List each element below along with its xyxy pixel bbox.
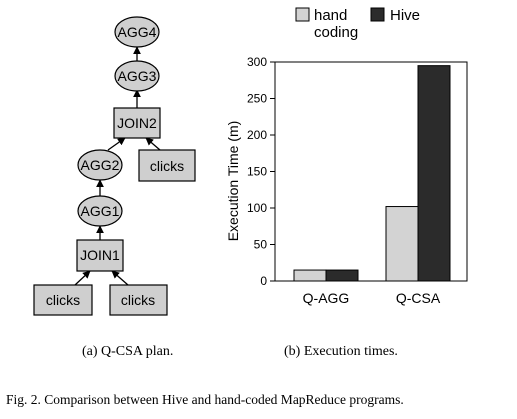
bar-q-csa-hand-coding xyxy=(386,207,418,281)
x-tick-label: Q-AGG xyxy=(303,290,350,306)
legend-swatch-hive xyxy=(371,8,384,21)
caption-b: (b) Execution times. xyxy=(284,344,398,360)
figure-caption: Fig. 2. Comparison between Hive and hand… xyxy=(6,392,404,408)
caption-a: (a) Q-CSA plan. xyxy=(82,344,173,360)
y-axis-title: Execution Time (m) xyxy=(225,121,241,242)
legend-label-hand-line1: hand xyxy=(314,7,347,24)
x-tick-label: Q-CSA xyxy=(396,290,441,306)
y-tick-label: 100 xyxy=(247,201,267,215)
y-tick-label: 300 xyxy=(247,55,267,69)
y-tick-label: 250 xyxy=(247,92,267,106)
bar-q-agg-hand-coding xyxy=(294,270,326,281)
bar-q-agg-hive xyxy=(326,270,358,281)
y-tick-label: 50 xyxy=(254,238,268,252)
y-tick-label: 200 xyxy=(247,128,267,142)
chart-bars xyxy=(294,66,450,281)
legend-swatch-hand-coding xyxy=(296,8,309,21)
legend-label-hand-line2: coding xyxy=(314,24,358,41)
y-tick-label: 150 xyxy=(247,165,267,179)
chart-legend: hand coding Hive xyxy=(296,7,420,41)
y-tick-label: 0 xyxy=(260,274,267,288)
bar-q-csa-hive xyxy=(418,66,450,281)
legend-label-hive: Hive xyxy=(390,7,420,24)
